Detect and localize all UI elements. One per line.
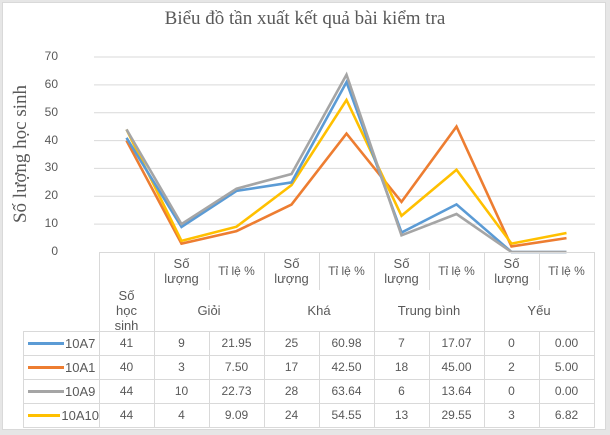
legend-entry: 10A1	[24, 355, 99, 379]
table-cell: 3	[178, 359, 185, 374]
table-cell: 40	[119, 359, 134, 374]
header-ti-le: Tỉ lệ %	[548, 263, 585, 278]
legend-swatch	[28, 365, 64, 369]
series-line-10a1	[125, 124, 567, 248]
table-cell: 17.07	[441, 335, 472, 350]
y-tick-label: 20	[44, 188, 58, 203]
legend-label: 10A9	[65, 383, 96, 399]
legend-swatch	[28, 341, 64, 345]
header-group-3: Yếu	[527, 303, 551, 318]
table-cell: 0.00	[554, 335, 579, 350]
table-cell: 22.73	[221, 383, 252, 398]
legend-label: 10A7	[65, 335, 96, 351]
table-cell: 24	[284, 407, 299, 422]
chart-frame	[2, 2, 606, 430]
table-cell: 5.00	[554, 359, 579, 374]
table-cell: 0	[508, 383, 515, 398]
table-cell: 3	[508, 407, 515, 422]
table-cell: 6.82	[554, 407, 579, 422]
header-ti-le: Tỉ lệ %	[218, 263, 255, 278]
table-cell: 13	[394, 407, 409, 422]
series-line-10a10	[125, 97, 567, 246]
table-cell: 9	[178, 335, 185, 350]
table-cell: 7.50	[224, 359, 249, 374]
header-group-1: Khá	[307, 303, 331, 318]
legend-label: 10A1	[65, 359, 96, 375]
table-cell: 42.50	[331, 359, 362, 374]
header-so-luong: Số lượng	[164, 256, 199, 286]
chart-title: Biểu đồ tần xuất kết quả bài kiểm tra	[164, 8, 446, 29]
legend-entry: 10A9	[24, 379, 99, 403]
table-cell: 2	[508, 359, 515, 374]
table-cell: 29.55	[441, 407, 472, 422]
header-so-luong: Số lượng	[494, 256, 529, 286]
table-cell: 7	[398, 335, 405, 350]
series-line-10a7	[125, 78, 567, 254]
y-tick-label: 40	[44, 132, 58, 147]
header-ti-le: Tỉ lệ %	[328, 263, 365, 278]
y-tick-label: 30	[44, 160, 58, 175]
table-cell: 21.95	[221, 335, 252, 350]
header-group-0: Giỏi	[197, 303, 221, 318]
header-ti-le: Tỉ lệ %	[438, 263, 475, 278]
legend-entry: 10A7	[24, 331, 99, 355]
legend-entry: 10A10	[24, 403, 99, 427]
legend-swatch	[28, 413, 61, 417]
table-cell: 44	[119, 383, 134, 398]
table-cell: 0	[508, 335, 515, 350]
header-group-2: Trung bình	[397, 303, 461, 318]
table-cell: 28	[284, 383, 299, 398]
header-so-luong: Số lượng	[274, 256, 309, 286]
table-cell: 41	[119, 335, 134, 350]
legend-label: 10A10	[61, 407, 99, 423]
table-cell: 0.00	[554, 383, 579, 398]
y-tick-label: 70	[44, 49, 58, 63]
table-cell: 6	[398, 383, 405, 398]
table-cell: 13.64	[441, 383, 472, 398]
table-cell: 44	[119, 407, 134, 422]
table-cell: 54.55	[331, 407, 362, 422]
table-cell: 63.64	[331, 383, 362, 398]
legend-swatch	[28, 389, 64, 393]
y-tick-label: 60	[44, 76, 58, 91]
table-cell: 9.09	[224, 407, 249, 422]
table-cell: 60.98	[331, 335, 362, 350]
y-tick-label: 0	[51, 244, 58, 258]
table-cell: 17	[284, 359, 299, 374]
table-cell: 25	[284, 335, 299, 350]
y-tick-label: 50	[44, 104, 58, 119]
header-so-luong: Số lượng	[384, 256, 419, 286]
table-cell: 45.00	[441, 359, 472, 374]
table-cell: 4	[178, 407, 185, 422]
header-so-hoc-sinh: Số học sinh	[114, 288, 139, 333]
table-cell: 10	[174, 383, 189, 398]
table-cell: 18	[394, 359, 409, 374]
series-line-10a9	[125, 71, 567, 254]
y-tick-label: 10	[44, 216, 58, 231]
